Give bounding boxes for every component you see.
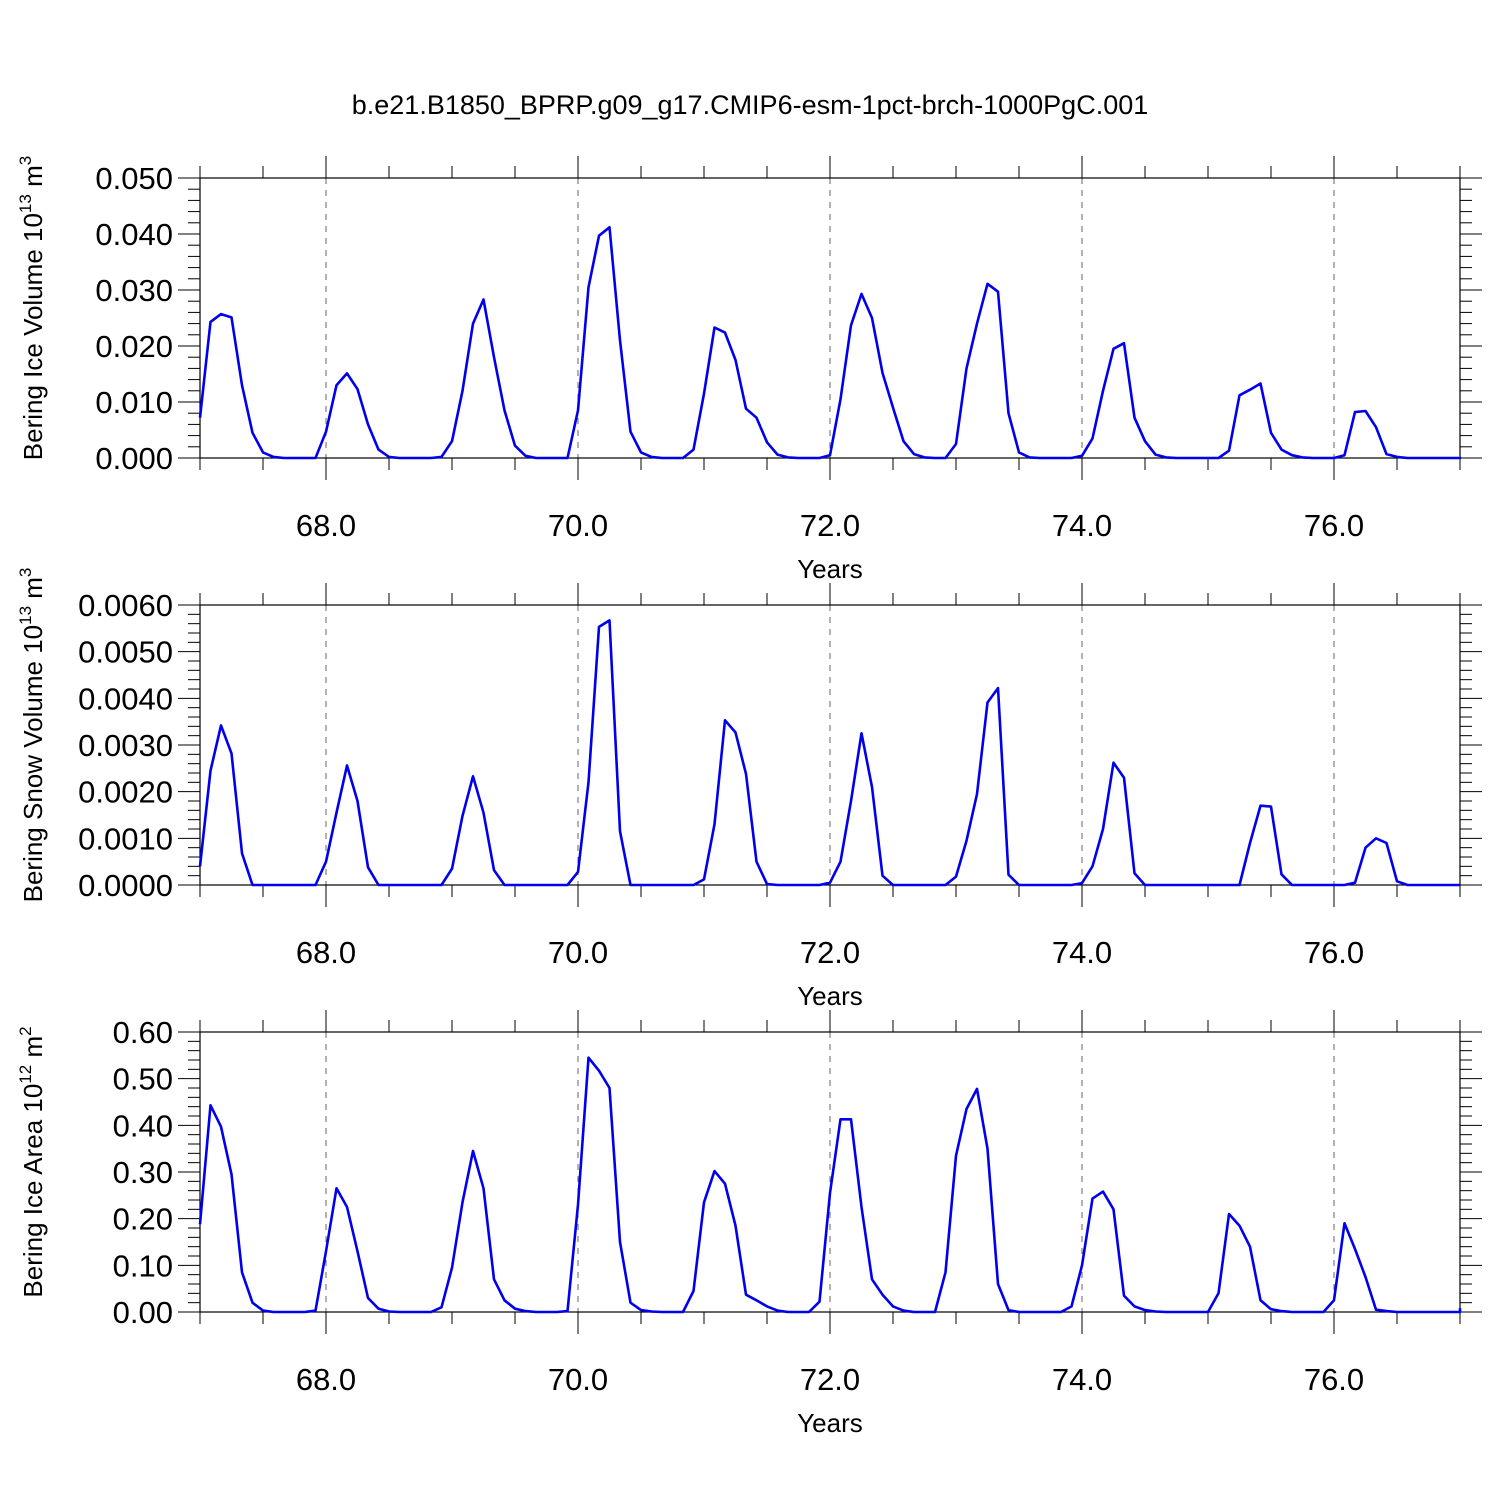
y-axis-label: Bering Ice Volume 1013 m3 xyxy=(16,156,48,460)
x-tick-label: 72.0 xyxy=(800,508,860,543)
x-axis-label: Years xyxy=(797,981,863,1011)
y-tick-label: 0.10 xyxy=(113,1248,173,1283)
x-tick-label: 68.0 xyxy=(296,935,356,970)
y-tick-label: 0.30 xyxy=(113,1155,173,1190)
panels: 0.000 0.010 0.020 0.030 0.040 0.050 68.0 70.0 72… xyxy=(16,156,1482,1438)
panel-2: 0.0000 0.0010 0.0020 0.0030 0.0040 0.0050 0.00… xyxy=(16,568,1482,1011)
x-tick-label: 72.0 xyxy=(800,1362,860,1397)
y-tick-label: 0.050 xyxy=(95,161,173,196)
x-tick-label: 74.0 xyxy=(1052,1362,1112,1397)
y-tick-label: 0.40 xyxy=(113,1108,173,1143)
x-tick-label: 68.0 xyxy=(296,1362,356,1397)
x-tick-label: 68.0 xyxy=(296,508,356,543)
y-tick-label: 0.0030 xyxy=(78,728,173,763)
x-tick-label: 72.0 xyxy=(800,935,860,970)
panel-1: 0.000 0.010 0.020 0.030 0.040 0.050 68.0 70.0 72… xyxy=(16,156,1482,584)
y-tick-label: 0.000 xyxy=(95,441,173,476)
x-tick-label: 76.0 xyxy=(1304,935,1364,970)
y-tick-label: 0.040 xyxy=(95,217,173,252)
x-tick-label: 74.0 xyxy=(1052,508,1112,543)
y-tick-label: 0.0050 xyxy=(78,635,173,670)
y-tick-label: 0.00 xyxy=(113,1295,173,1330)
y-tick-label: 0.0060 xyxy=(78,588,173,623)
panel-3: 0.00 0.10 0.20 0.30 0.40 0.50 0.60 68.0 70.0 72.0… xyxy=(16,1010,1482,1438)
y-tick-label: 0.0040 xyxy=(78,681,173,716)
series-line xyxy=(198,619,1462,887)
y-tick-label: 0.030 xyxy=(95,273,173,308)
y-tick-label: 0.0010 xyxy=(78,821,173,856)
x-tick-label: 70.0 xyxy=(548,508,608,543)
x-tick-label: 76.0 xyxy=(1304,508,1364,543)
y-tick-label: 0.50 xyxy=(113,1062,173,1097)
series-line xyxy=(198,1056,1462,1314)
y-tick-label: 0.0000 xyxy=(78,868,173,903)
x-axis-label: Years xyxy=(797,1408,863,1438)
x-axis-label: Years xyxy=(797,554,863,584)
y-tick-label: 0.20 xyxy=(113,1202,173,1237)
x-tick-label: 74.0 xyxy=(1052,935,1112,970)
y-tick-label: 0.0020 xyxy=(78,775,173,810)
y-tick-label: 0.020 xyxy=(95,329,173,364)
chart-title: b.e21.B1850_BPRP.g09_g17.CMIP6-esm-1pct-… xyxy=(352,90,1149,120)
x-tick-label: 76.0 xyxy=(1304,1362,1364,1397)
y-axis-label: Bering Ice Area 1012 m2 xyxy=(16,1026,48,1297)
x-tick-label: 70.0 xyxy=(548,935,608,970)
x-tick-label: 70.0 xyxy=(548,1362,608,1397)
series-line xyxy=(198,226,1462,460)
y-axis-label: Bering Snow Volume 1013 m3 xyxy=(16,568,48,903)
y-tick-label: 0.010 xyxy=(95,385,173,420)
y-tick-label: 0.60 xyxy=(113,1015,173,1050)
